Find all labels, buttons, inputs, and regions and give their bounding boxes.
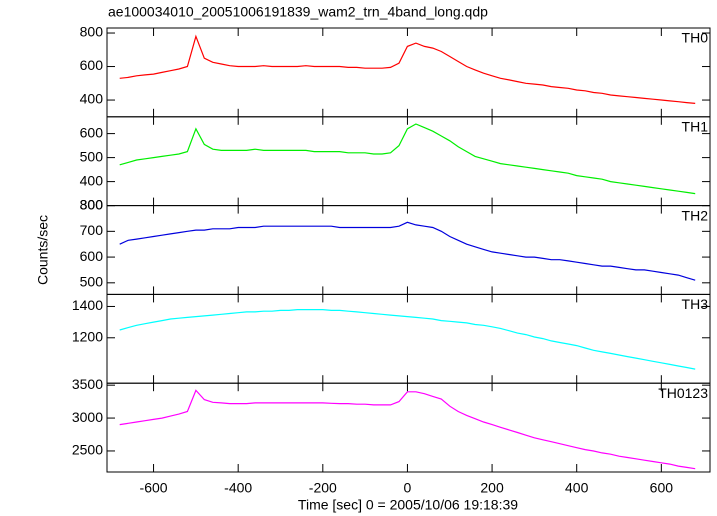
y-tick-label: 300: [80, 196, 104, 212]
y-tick-label: 2500: [72, 442, 103, 458]
panel-label: TH0123: [658, 385, 708, 401]
y-tick-label: 1400: [72, 297, 103, 313]
data-line: [119, 389, 696, 470]
x-tick-label: 400: [565, 480, 589, 496]
panel-label: TH1: [682, 119, 709, 135]
panel-frame: [106, 382, 711, 473]
x-tick-label: 0: [404, 480, 412, 496]
panel-frame: [106, 205, 711, 295]
y-tick-label: 700: [80, 222, 104, 238]
panel-frame: [106, 293, 711, 384]
y-tick-label: 3000: [72, 409, 103, 425]
y-tick-label: 800: [80, 196, 104, 212]
data-line: [119, 34, 696, 104]
y-tick-label: 500: [80, 148, 104, 164]
chart-title: ae100034010_20051006191839_wam2_trn_4ban…: [108, 4, 488, 20]
data-line: [119, 123, 696, 195]
x-tick-label: 600: [650, 480, 674, 496]
y-tick-label: 1200: [72, 328, 103, 344]
data-line: [119, 221, 696, 281]
data-line: [119, 309, 696, 370]
x-axis-label: Time [sec] 0 = 2005/10/06 19:18:39: [298, 497, 518, 513]
x-tick-label: 200: [480, 480, 504, 496]
y-tick-label: 600: [80, 124, 104, 140]
y-tick-label: 400: [80, 91, 104, 107]
x-tick-label: -200: [309, 480, 337, 496]
y-tick-label: 600: [80, 57, 104, 73]
y-tick-label: 3500: [72, 376, 103, 392]
panel-label: TH0: [682, 30, 709, 46]
panel-label: TH2: [682, 207, 709, 223]
panel-label: TH3: [682, 296, 709, 312]
y-tick-label: 500: [80, 274, 104, 290]
y-tick-label: 600: [80, 248, 104, 264]
y-tick-label: 800: [80, 24, 104, 40]
x-tick-label: -400: [224, 480, 252, 496]
x-tick-label: -600: [140, 480, 168, 496]
y-tick-label: 400: [80, 172, 104, 188]
y-axis-label: Counts/sec: [35, 215, 51, 285]
panel-frame: [106, 116, 711, 207]
